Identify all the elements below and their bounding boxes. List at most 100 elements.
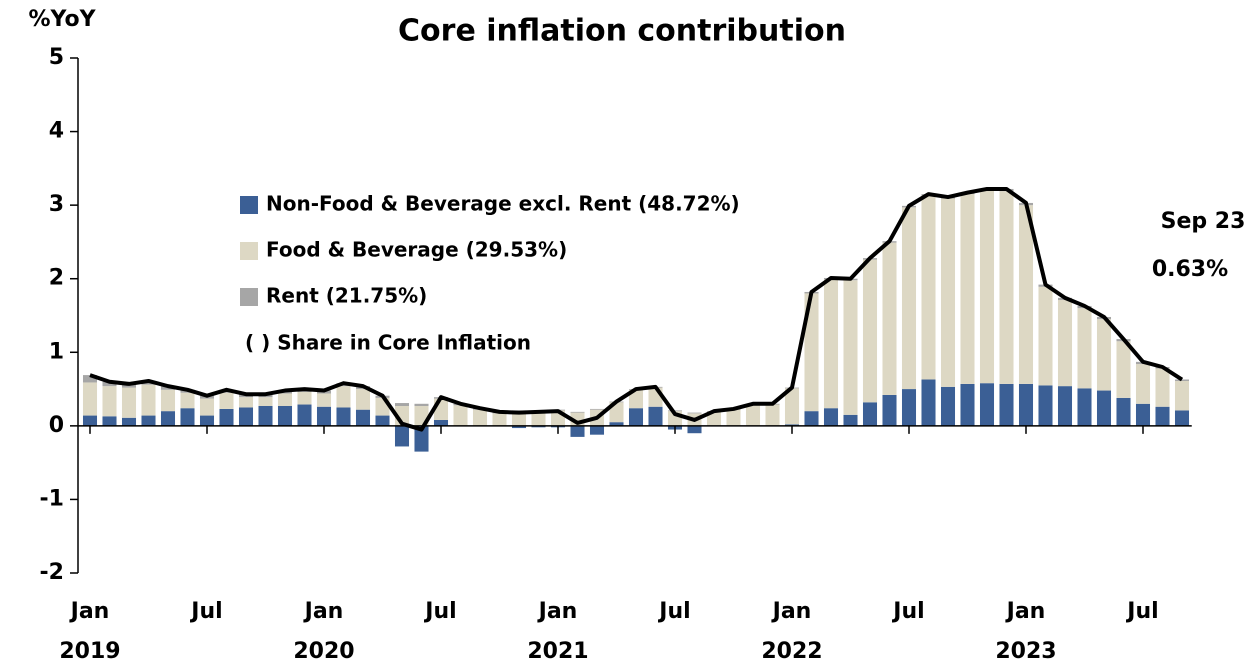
bar xyxy=(1077,308,1092,389)
bar xyxy=(882,394,897,426)
bar xyxy=(141,384,156,416)
bar xyxy=(1174,380,1190,411)
bar xyxy=(999,191,1014,384)
core-line xyxy=(89,186,1184,432)
bar xyxy=(297,392,312,405)
bar xyxy=(258,405,273,426)
bar xyxy=(414,425,429,452)
x-tick-label: Jan xyxy=(69,599,110,624)
x-tick-label: Jan xyxy=(537,599,578,624)
bar xyxy=(804,293,819,412)
bar xyxy=(219,392,234,409)
x-year-label: 2020 xyxy=(293,639,354,664)
bar xyxy=(628,389,644,409)
legend-note: ( ) Share in Core Inflation xyxy=(245,331,531,355)
bar xyxy=(1038,286,1053,386)
bar xyxy=(238,397,254,408)
bar xyxy=(511,425,527,429)
bar xyxy=(375,415,390,426)
bar xyxy=(1057,300,1073,387)
x-year-label: 2019 xyxy=(59,639,120,664)
bar xyxy=(433,419,449,426)
annotation: Sep 23 xyxy=(1161,209,1246,234)
x-tick-label: Jan xyxy=(303,599,344,624)
chart-title: Core inflation contribution xyxy=(398,14,846,49)
x-tick-label: Jul xyxy=(423,599,456,624)
bar xyxy=(180,392,195,409)
bar xyxy=(414,403,429,406)
bar xyxy=(979,383,995,426)
bar xyxy=(960,383,975,426)
bar xyxy=(687,425,702,434)
x-tick-label: Jul xyxy=(1125,599,1158,624)
bar xyxy=(609,422,624,426)
x-tick-label: Jan xyxy=(771,599,812,624)
bar xyxy=(1096,319,1112,391)
bar xyxy=(180,408,195,426)
bar xyxy=(531,411,546,426)
bar xyxy=(394,403,410,406)
bar xyxy=(901,389,917,426)
bar xyxy=(316,393,332,407)
legend-label: Non-Food & Beverage excl. Rent (48.72%) xyxy=(266,192,740,216)
bar xyxy=(940,198,956,387)
bar xyxy=(1116,341,1131,398)
bar xyxy=(121,387,137,418)
bar xyxy=(238,407,254,426)
bar xyxy=(82,382,98,416)
bar xyxy=(141,415,156,426)
bar xyxy=(960,194,975,384)
bar xyxy=(355,389,371,410)
bar xyxy=(102,416,117,426)
bar xyxy=(316,406,332,426)
bar xyxy=(199,398,215,416)
bar xyxy=(336,386,351,408)
y-tick-label: -1 xyxy=(40,486,64,511)
x-year-label: 2021 xyxy=(527,639,588,664)
bar xyxy=(687,412,702,414)
bar xyxy=(1174,379,1190,381)
bar xyxy=(628,408,644,426)
bar xyxy=(1174,410,1190,426)
bar xyxy=(277,405,293,426)
bar xyxy=(706,411,722,426)
bar xyxy=(921,379,936,426)
bar xyxy=(355,409,371,426)
bar xyxy=(1018,383,1034,426)
bar xyxy=(726,409,741,426)
bar xyxy=(609,402,624,423)
bar xyxy=(823,279,839,409)
x-year-label: 2022 xyxy=(761,639,822,664)
y-tick-label: -2 xyxy=(40,560,64,585)
bar xyxy=(940,386,956,426)
bar xyxy=(921,195,936,380)
y-tick-label: 4 xyxy=(49,119,64,144)
bar xyxy=(1135,403,1151,426)
bar xyxy=(1096,390,1112,426)
x-tick-label: Jan xyxy=(1005,599,1046,624)
bar xyxy=(570,425,585,437)
bar xyxy=(1116,397,1131,426)
bar xyxy=(1018,205,1034,384)
bar xyxy=(823,408,839,426)
bar xyxy=(648,406,663,426)
bar xyxy=(336,407,351,426)
bar xyxy=(999,383,1014,426)
y-axis-label: %YoY xyxy=(29,7,97,32)
bar xyxy=(804,411,819,426)
y-tick-label: 3 xyxy=(49,192,64,217)
legend-swatch xyxy=(240,196,258,214)
bar xyxy=(258,397,273,406)
legend-label: Food & Beverage (29.53%) xyxy=(266,238,567,262)
bar xyxy=(492,413,507,426)
legend-label: Rent (21.75%) xyxy=(266,284,427,308)
bar xyxy=(570,411,585,413)
legend-swatch xyxy=(240,242,258,260)
y-tick-label: 5 xyxy=(49,45,64,70)
x-tick-label: Jul xyxy=(891,599,924,624)
y-tick-label: 0 xyxy=(49,413,64,438)
bar xyxy=(1077,388,1092,426)
bar xyxy=(102,381,117,387)
bar xyxy=(472,409,488,426)
